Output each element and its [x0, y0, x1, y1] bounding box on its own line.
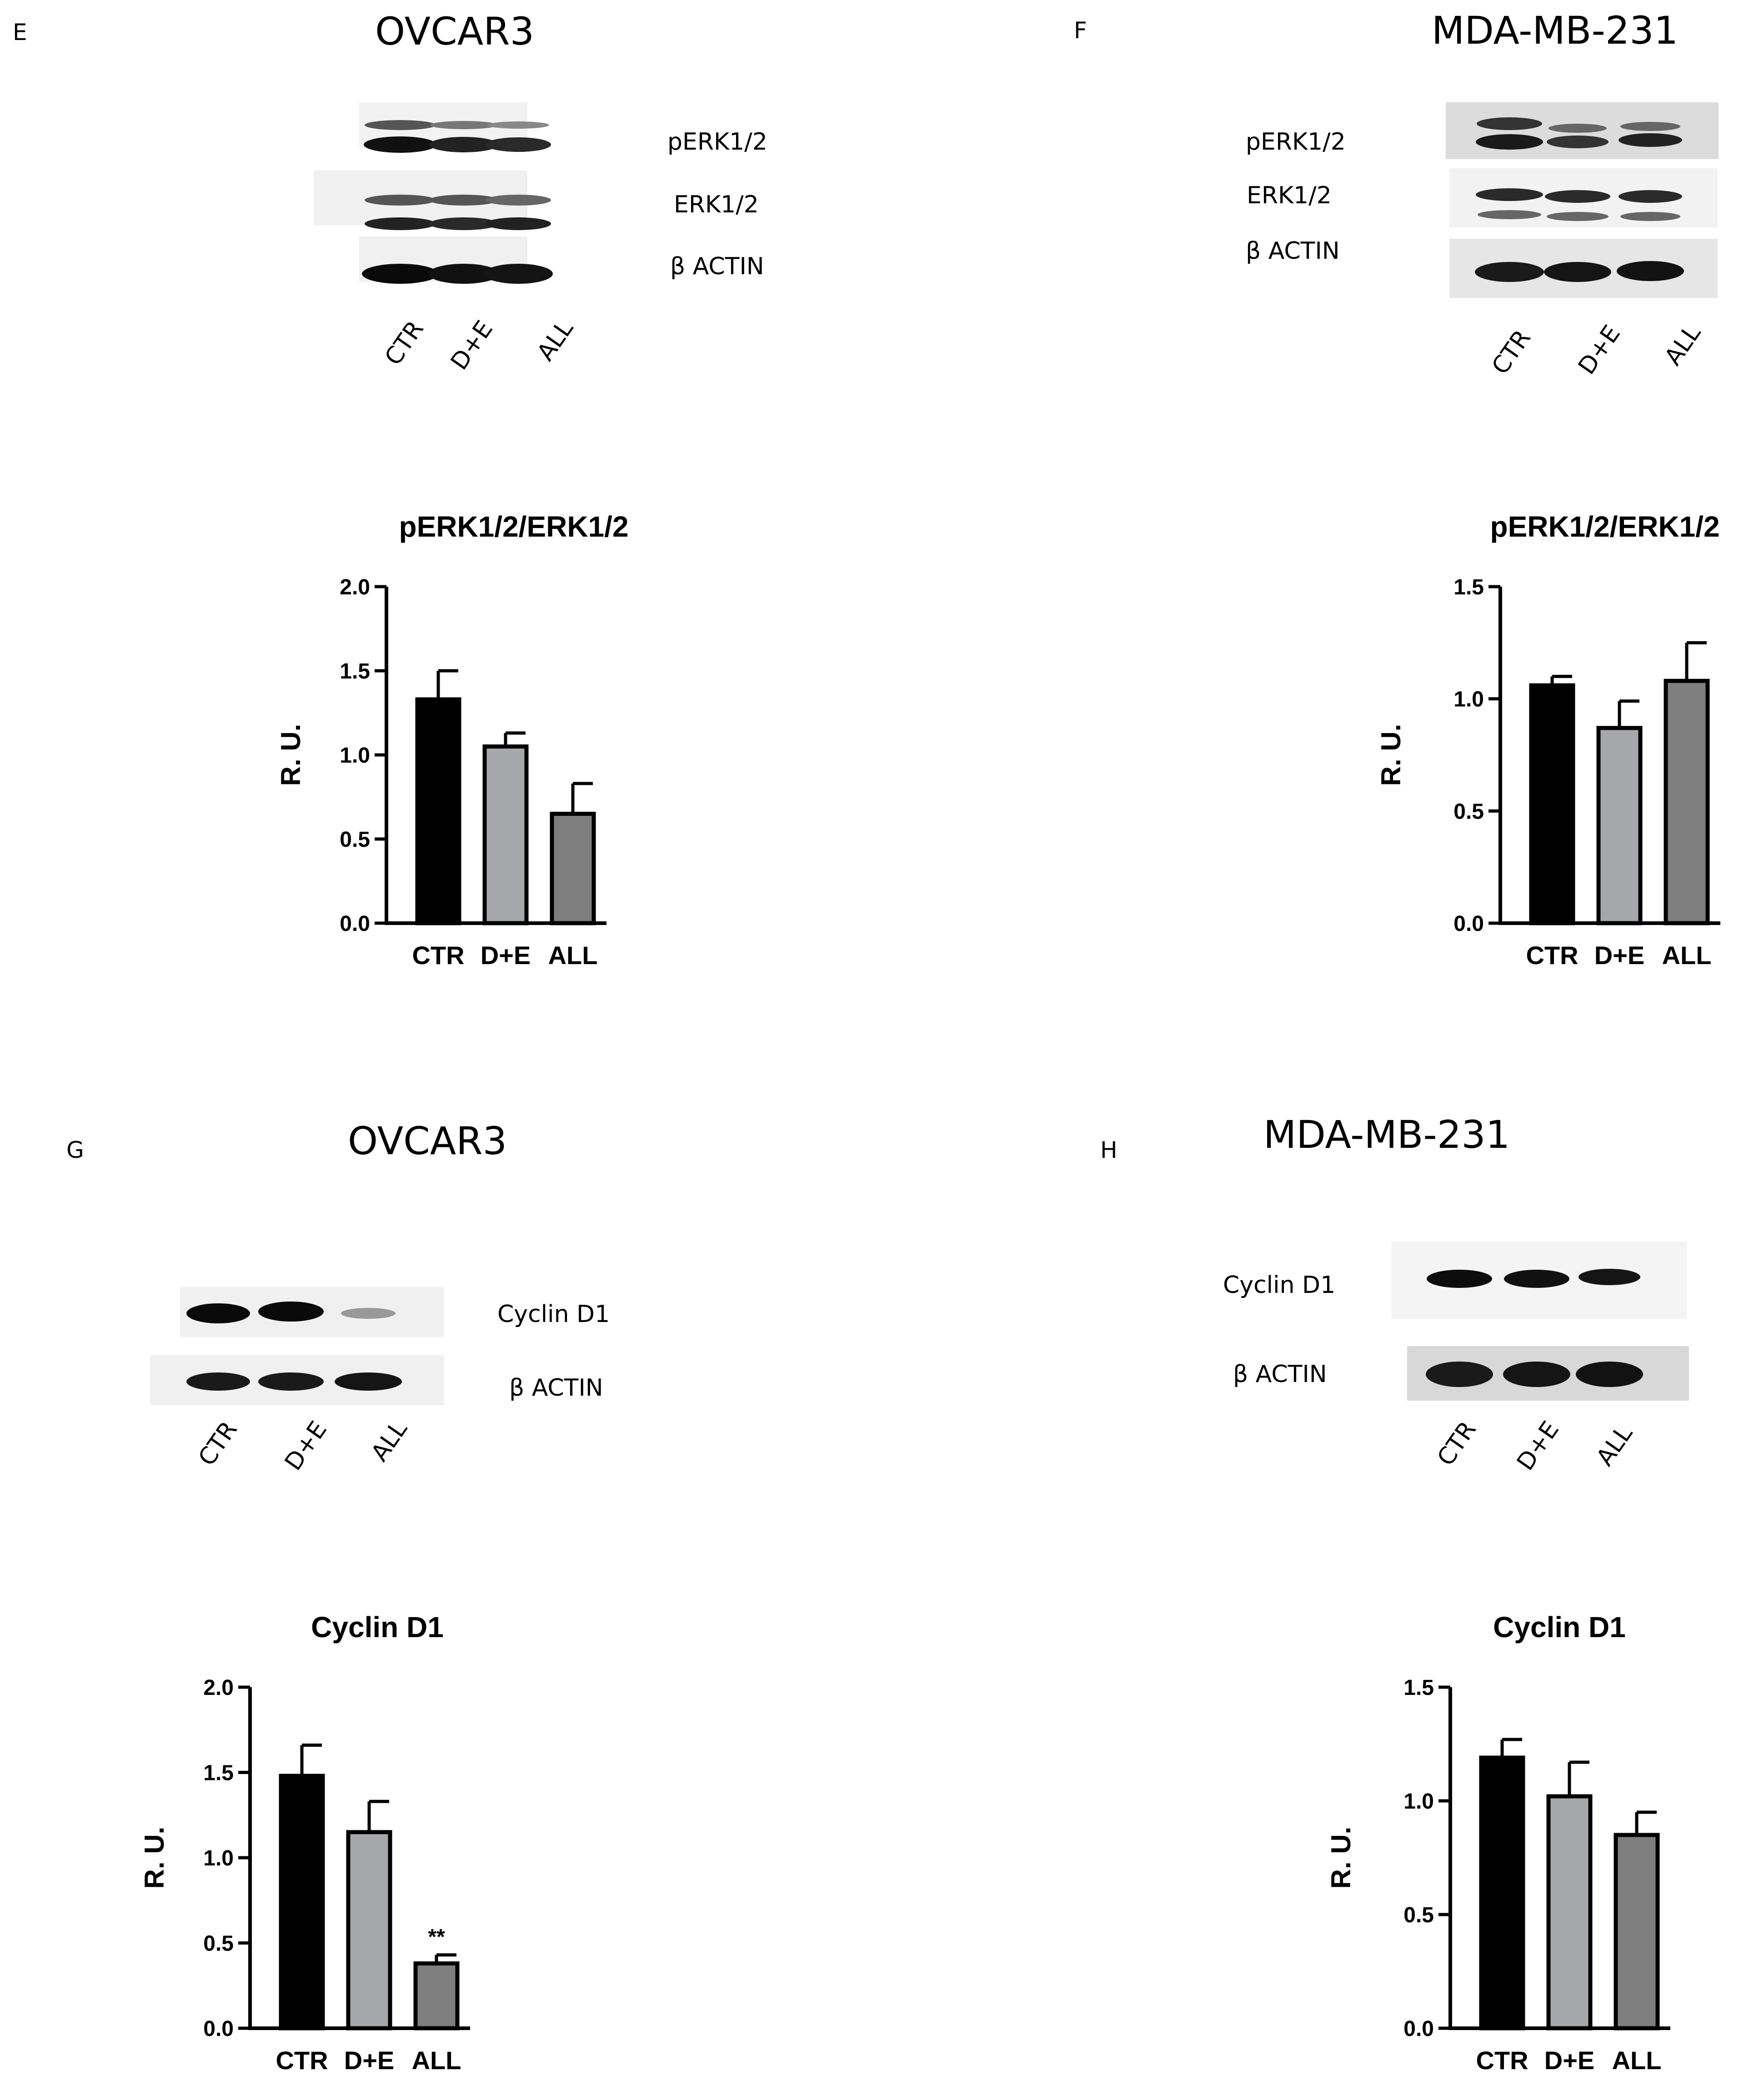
lane-label-f-all: ALL [1659, 320, 1706, 371]
y-axis-label: R. U. [139, 1827, 170, 1889]
x-category-label: D+E [481, 941, 531, 970]
panel-letter-h: H [1100, 1137, 1118, 1163]
bar-all [550, 812, 596, 925]
y-tick-label: 0.0 [203, 2017, 234, 2041]
y-tick-label: 0.0 [340, 912, 370, 936]
bar-chart-perk-ovcar3: pERK1/2/ERK1/2 R. U. 0.0 0.5 1.0 1.5 2.0 CTR D+E… [276, 510, 629, 970]
chart-title: pERK1/2/ERK1/2 [399, 510, 628, 543]
panel-letter-g: G [66, 1137, 84, 1163]
chart-title: Cyclin D1 [1493, 1611, 1626, 1644]
blot-label-e-erk: ERK1/2 [674, 191, 759, 218]
y-tick-label: 2.0 [203, 1676, 234, 1700]
lane-label-f-ctr: CTR [1487, 325, 1536, 380]
blot-label-f-erk: ERK1/2 [1247, 182, 1332, 209]
x-category-label: ALL [412, 2046, 461, 2075]
y-tick-label: 1.5 [203, 1761, 234, 1785]
bar-chart-perk-mdamb231: pERK1/2/ERK1/2 R. U. 0.0 0.5 1.0 1.5 CTR D+E ALL [1376, 510, 1720, 970]
y-tick-label: 0.5 [1453, 799, 1484, 824]
lane-label-h-all: ALL [1591, 1420, 1638, 1471]
x-category-label: ALL [548, 941, 598, 970]
bar-all [1664, 679, 1710, 925]
bar-chart-cyclin-mdamb231: Cyclin D1 R. U. 0.0 0.5 1.0 1.5 CTR D+E ALL [1326, 1611, 1670, 2075]
western-blot-g [150, 1287, 444, 1405]
lane-label-e-ctr: CTR [380, 316, 429, 371]
x-category-label: CTR [412, 941, 464, 970]
western-blot-f [1446, 102, 1719, 298]
bar-de [346, 1830, 392, 2031]
bar-de [482, 744, 529, 925]
x-category-label: D+E [1544, 2046, 1595, 2075]
blot-label-e-perk: pERK1/2 [667, 128, 767, 156]
bar-all [413, 1961, 460, 2031]
lane-label-f-de: D+E [1573, 320, 1626, 380]
western-blot-h [1391, 1242, 1689, 1401]
x-category-label: CTR [1476, 2046, 1528, 2075]
chart-title: Cyclin D1 [311, 1611, 444, 1644]
lane-label-e-de: D+E [446, 316, 498, 375]
y-tick-label: 0.5 [1403, 1903, 1434, 1927]
x-category-label: CTR [1526, 941, 1578, 970]
x-category-label: CTR [276, 2046, 328, 2075]
y-tick-label: 1.5 [1403, 1676, 1434, 1700]
blot-label-g-actin: β ACTIN [509, 1374, 603, 1402]
y-axis-label: R. U. [276, 724, 306, 786]
bar-ctr [415, 697, 461, 925]
lane-label-g-all: ALL [366, 1416, 413, 1467]
y-axis-label: R. U. [1376, 724, 1406, 786]
cell-line-title-e: OVCAR3 [375, 9, 535, 54]
lane-label-g-de: D+E [280, 1416, 332, 1476]
y-tick-label: 0.5 [340, 828, 370, 852]
cell-line-title-h: MDA-MB-231 [1263, 1112, 1510, 1157]
x-category-label: D+E [1594, 941, 1645, 970]
blot-label-g-cyclin: Cyclin D1 [497, 1301, 610, 1328]
y-tick-label: 2.0 [340, 575, 370, 599]
y-tick-label: 0.0 [1403, 2017, 1434, 2041]
y-tick-label: 1.5 [1453, 575, 1484, 599]
x-category-label: ALL [1662, 941, 1712, 970]
y-tick-label: 0.5 [203, 1932, 234, 1956]
bar-de [1546, 1794, 1593, 2031]
y-tick-label: 1.0 [203, 1846, 234, 1870]
bar-ctr [1529, 683, 1575, 925]
bar-de [1596, 726, 1643, 925]
lane-label-h-de: D+E [1512, 1416, 1564, 1476]
x-category-label: D+E [344, 2046, 395, 2075]
bar-ctr [279, 1774, 325, 2031]
blot-label-h-actin: β ACTIN [1233, 1361, 1327, 1388]
bar-all [1614, 1833, 1660, 2031]
y-axis-label: R. U. [1326, 1827, 1356, 1889]
lane-label-g-ctr: CTR [193, 1416, 243, 1471]
y-tick-label: 1.0 [1453, 688, 1484, 712]
cell-line-title-g: OVCAR3 [347, 1119, 507, 1163]
y-tick-label: 1.5 [340, 659, 370, 684]
panel-letter-f: F [1074, 17, 1087, 44]
bar-ctr [1479, 1755, 1525, 2031]
cell-line-title-f: MDA-MB-231 [1431, 8, 1679, 53]
chart-title: pERK1/2/ERK1/2 [1490, 510, 1719, 543]
y-tick-label: 1.0 [340, 744, 370, 768]
blot-label-h-cyclin: Cyclin D1 [1223, 1272, 1336, 1299]
blot-label-f-perk: pERK1/2 [1246, 128, 1346, 156]
x-category-label: ALL [1612, 2046, 1662, 2075]
panel-letter-e: E [13, 19, 27, 45]
y-tick-label: 1.0 [1403, 1789, 1434, 1814]
blot-label-e-actin: β ACTIN [670, 253, 764, 280]
blot-label-f-actin: β ACTIN [1246, 237, 1340, 265]
western-blot-e [314, 102, 553, 284]
lane-label-e-all: ALL [532, 315, 579, 366]
lane-label-h-ctr: CTR [1432, 1416, 1482, 1471]
y-tick-label: 0.0 [1453, 912, 1484, 936]
bar-chart-cyclin-ovcar3: Cyclin D1 R. U. 0.0 0.5 1.0 1.5 2.0 CTR D+E ALL ** [139, 1611, 470, 2075]
significance-annotation: ** [428, 1925, 445, 1949]
